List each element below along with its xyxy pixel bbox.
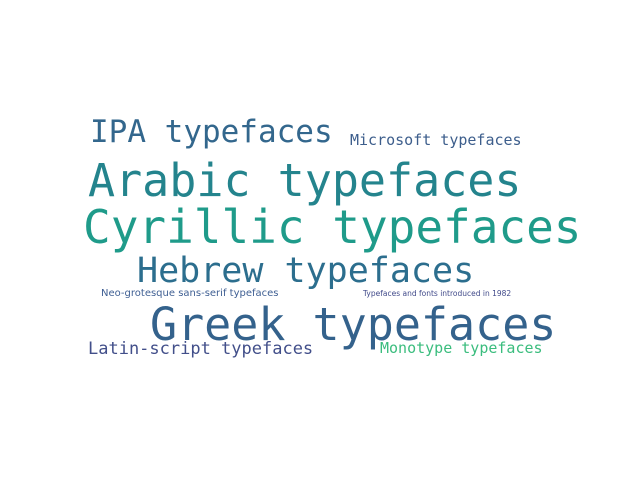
word-cyrillic-typefaces: Cyrillic typefaces — [83, 200, 582, 254]
word-microsoft-typefaces: Microsoft typefaces — [350, 131, 522, 149]
word-arabic-typefaces: Arabic typefaces — [88, 154, 522, 207]
word-greek-typefaces: Greek typefaces — [150, 298, 557, 351]
word-ipa-typefaces: IPA typefaces — [90, 114, 333, 150]
word-typefaces-1982: Typefaces and fonts introduced in 1982 — [363, 289, 512, 298]
word-monotype-typefaces: Monotype typefaces — [380, 339, 543, 357]
word-hebrew-typefaces: Hebrew typefaces — [137, 251, 475, 291]
word-neo-grotesque-typefaces: Neo-grotesque sans-serif typefaces — [101, 288, 279, 299]
word-latin-script-typefaces: Latin-script typefaces — [88, 339, 314, 359]
